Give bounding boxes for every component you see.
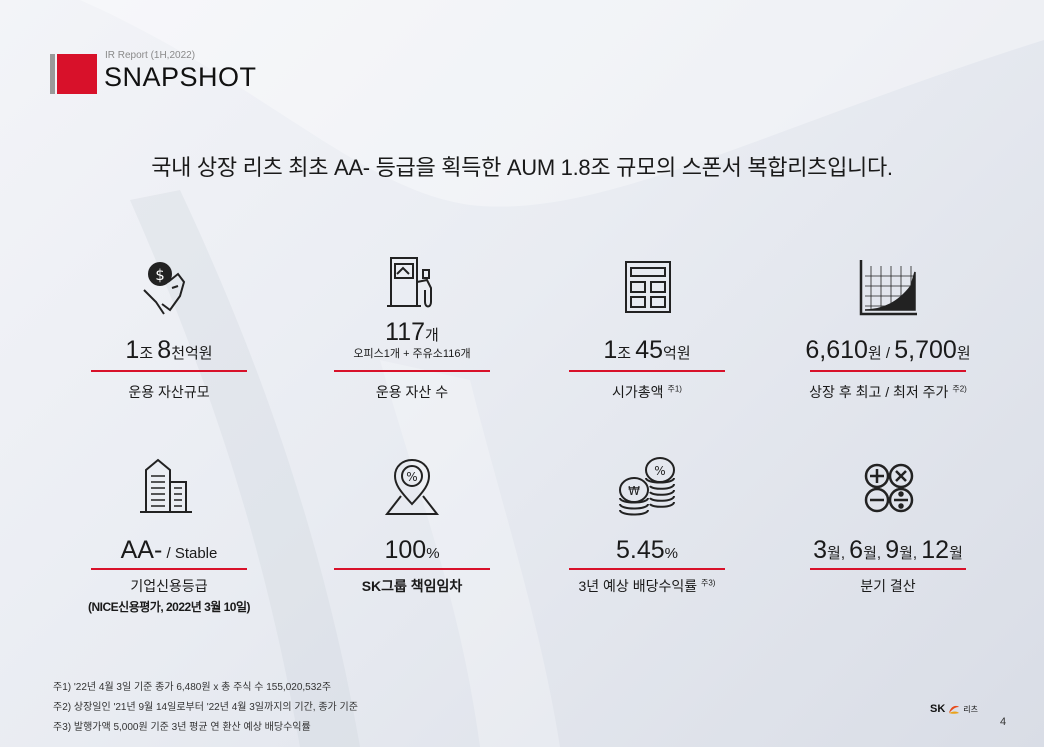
stat-credit-rating: AA- / Stable 기업신용등급 (NICE신용평가, 2022년 3월 …: [69, 452, 269, 614]
footnotes: 주1) '22년 4월 3일 기준 종가 6,480원 x 총 주식 수 155…: [53, 678, 358, 738]
stat-value: 5.45%: [615, 536, 678, 564]
header-red-block: [57, 54, 97, 94]
stat-label: 분기 결산: [860, 578, 916, 594]
stat-asset-count: 117개 오피스1개 + 주유소116개 운용 자산 수: [312, 252, 512, 400]
stat-divider: [810, 370, 966, 372]
stat-value: 1조 8천억원: [125, 336, 213, 364]
coins-icon: ₩ %: [619, 457, 675, 516]
stat-divider: [91, 568, 247, 570]
header-gray-bar: [50, 54, 55, 94]
stat-value: 100%: [384, 536, 440, 564]
footnote: 주2) 상장일인 '21년 9월 14일로부터 '22년 4월 3일까지의 기간…: [53, 702, 358, 713]
footnote: 주1) '22년 4월 3일 기준 종가 6,480원 x 총 주식 수 155…: [53, 682, 332, 693]
stat-value: 3월, 6월, 9월, 12월: [813, 536, 963, 564]
stat-sk-lease: % 100% SK그룹 책임임차: [312, 452, 512, 594]
stat-label: SK그룹 책임임차: [361, 578, 463, 594]
stat-divider: [334, 568, 490, 570]
stat-label: 상장 후 최고 / 최저 주가 주2): [809, 384, 967, 400]
stat-divider: [810, 568, 966, 570]
butterfly-icon: [949, 705, 960, 714]
logo-brand: SK: [930, 703, 946, 715]
stat-value: 1조 45억원: [603, 336, 691, 364]
rising-chart-icon: [859, 260, 917, 316]
stat-label: 시가총액 주1): [612, 384, 682, 400]
stat-price-range: 6,610원 / 5,700원 상장 후 최고 / 최저 주가 주2): [788, 252, 988, 400]
stat-label: 운용 자산 수: [375, 384, 449, 400]
stat-value: 117개 오피스1개 + 주유소116개: [312, 318, 512, 361]
percent-pin-icon: %: [384, 458, 440, 515]
stat-dividend-yield: ₩ % 5.45% 3년 예상 배당수익률 주3): [547, 452, 747, 594]
svg-text:%: %: [654, 464, 665, 478]
gas-station-icon: [387, 257, 432, 308]
money-hand-icon: $: [143, 262, 186, 315]
math-symbols-icon: [864, 463, 914, 513]
svg-text:$: $: [155, 266, 165, 284]
stat-value: AA- / Stable: [120, 536, 218, 564]
sk-reit-logo: SK 리츠: [930, 703, 978, 715]
svg-text:₩: ₩: [628, 484, 640, 498]
svg-text:%: %: [406, 470, 417, 484]
calculator-icon: [625, 261, 671, 313]
stat-label-note: (NICE신용평가, 2022년 3월 10일): [88, 600, 251, 614]
page-title: SNAPSHOT: [104, 62, 257, 92]
footnote: 주3) 발행가액 5,000원 기준 3년 평균 연 환산 예상 배당수익률: [53, 722, 311, 733]
stat-label: 3년 예상 배당수익률 주3): [578, 578, 716, 594]
stat-divider: [569, 568, 725, 570]
stat-label: 운용 자산규모: [128, 384, 210, 400]
stat-divider: [91, 370, 247, 372]
buildings-icon: [140, 458, 192, 513]
stat-market-cap: 1조 45억원 시가총액 주1): [547, 252, 747, 400]
stat-value-note: 오피스1개 + 주유소116개: [353, 348, 471, 360]
stat-aum: $ 1조 8천억원 운용 자산규모: [69, 252, 269, 400]
stat-value: 6,610원 / 5,700원: [805, 336, 971, 364]
stat-settlement: 3월, 6월, 9월, 12월 분기 결산: [788, 452, 988, 594]
page-number: 4: [1000, 716, 1007, 728]
stat-divider: [334, 370, 490, 372]
stat-label: 기업신용등급 (NICE신용평가, 2022년 3월 10일): [69, 576, 269, 615]
report-subtitle: IR Report (1H,2022): [105, 50, 196, 61]
stat-divider: [569, 370, 725, 372]
logo-sub: 리츠: [963, 704, 979, 714]
headline: 국내 상장 리츠 최초 AA- 등급을 획득한 AUM 1.8조 규모의 스폰서…: [151, 155, 893, 180]
